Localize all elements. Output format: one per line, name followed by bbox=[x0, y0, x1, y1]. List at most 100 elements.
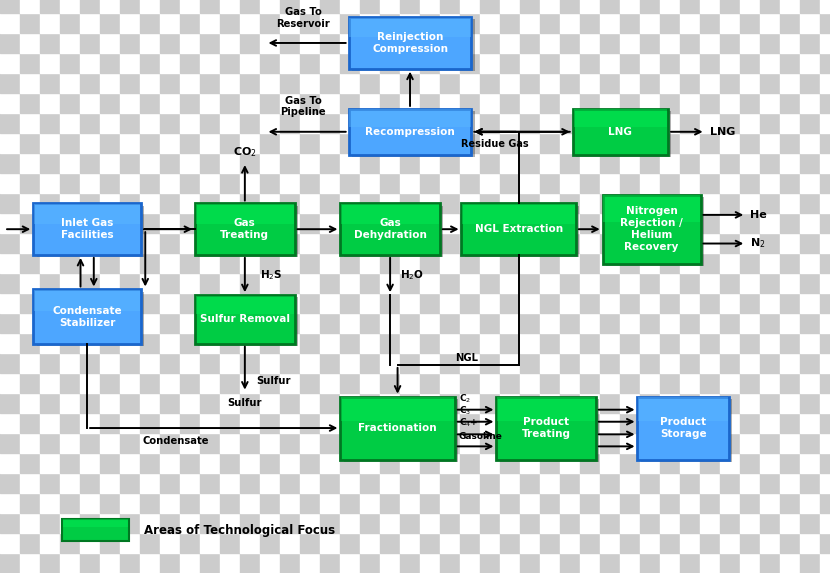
Bar bbox=[120, 513, 140, 533]
Bar bbox=[260, 273, 280, 293]
Bar bbox=[280, 153, 300, 173]
Bar bbox=[440, 333, 460, 353]
Bar bbox=[640, 513, 660, 533]
Bar bbox=[640, 533, 660, 553]
Bar bbox=[420, 53, 440, 73]
Bar bbox=[760, 413, 780, 433]
Bar bbox=[380, 533, 400, 553]
Bar bbox=[300, 473, 320, 493]
Bar bbox=[700, 513, 720, 533]
Bar bbox=[300, 113, 320, 133]
Bar bbox=[780, 533, 800, 553]
Bar bbox=[480, 313, 500, 333]
Bar bbox=[620, 293, 640, 313]
Bar bbox=[60, 33, 80, 53]
Bar bbox=[460, 0, 480, 13]
Bar bbox=[780, 393, 800, 413]
Bar bbox=[720, 153, 740, 173]
Bar bbox=[480, 513, 500, 533]
Bar bbox=[80, 553, 100, 573]
FancyBboxPatch shape bbox=[603, 195, 701, 264]
Bar bbox=[320, 193, 340, 213]
Bar bbox=[820, 373, 830, 393]
Bar bbox=[560, 493, 580, 513]
Bar bbox=[560, 273, 580, 293]
Bar bbox=[760, 433, 780, 453]
Bar bbox=[200, 33, 220, 53]
Bar bbox=[700, 393, 720, 413]
Bar bbox=[660, 553, 680, 573]
FancyBboxPatch shape bbox=[349, 18, 471, 37]
Bar bbox=[760, 213, 780, 233]
Bar bbox=[200, 0, 220, 13]
Bar bbox=[520, 293, 540, 313]
Bar bbox=[0, 293, 20, 313]
Bar bbox=[740, 493, 760, 513]
Bar bbox=[460, 413, 480, 433]
Bar bbox=[620, 73, 640, 93]
Bar bbox=[760, 33, 780, 53]
Bar bbox=[200, 253, 220, 273]
Bar bbox=[480, 213, 500, 233]
Bar bbox=[160, 113, 180, 133]
Bar bbox=[760, 253, 780, 273]
Text: Residue Gas: Residue Gas bbox=[461, 139, 529, 150]
Bar bbox=[320, 453, 340, 473]
Bar bbox=[340, 193, 360, 213]
Bar bbox=[120, 153, 140, 173]
Bar bbox=[300, 333, 320, 353]
Bar bbox=[700, 73, 720, 93]
Bar bbox=[680, 513, 700, 533]
Bar bbox=[600, 253, 620, 273]
Bar bbox=[280, 333, 300, 353]
Bar bbox=[440, 273, 460, 293]
Bar bbox=[280, 133, 300, 153]
Bar bbox=[800, 293, 820, 313]
Bar bbox=[820, 513, 830, 533]
Bar bbox=[480, 193, 500, 213]
Bar bbox=[240, 53, 260, 73]
Bar bbox=[680, 193, 700, 213]
Bar bbox=[800, 373, 820, 393]
Bar bbox=[100, 233, 120, 253]
Bar bbox=[160, 293, 180, 313]
Bar bbox=[580, 493, 600, 513]
Bar bbox=[300, 513, 320, 533]
Bar bbox=[300, 213, 320, 233]
Bar bbox=[300, 393, 320, 413]
Bar bbox=[280, 513, 300, 533]
Bar bbox=[260, 433, 280, 453]
Bar bbox=[440, 173, 460, 193]
Bar bbox=[220, 13, 240, 33]
Bar bbox=[180, 133, 200, 153]
Bar bbox=[40, 233, 60, 253]
Bar bbox=[600, 533, 620, 553]
Bar bbox=[680, 553, 700, 573]
Bar bbox=[400, 293, 420, 313]
Bar bbox=[40, 433, 60, 453]
Bar bbox=[340, 133, 360, 153]
Bar bbox=[320, 533, 340, 553]
Bar bbox=[20, 433, 40, 453]
Bar bbox=[60, 313, 80, 333]
Bar bbox=[820, 293, 830, 313]
Bar bbox=[320, 493, 340, 513]
Bar bbox=[300, 173, 320, 193]
Bar bbox=[500, 453, 520, 473]
FancyBboxPatch shape bbox=[349, 109, 471, 155]
Bar bbox=[760, 133, 780, 153]
Bar bbox=[340, 353, 360, 373]
Bar bbox=[820, 453, 830, 473]
Bar bbox=[300, 33, 320, 53]
Bar bbox=[560, 413, 580, 433]
Text: He: He bbox=[750, 210, 767, 220]
Bar bbox=[740, 233, 760, 253]
Bar bbox=[340, 493, 360, 513]
Bar bbox=[560, 533, 580, 553]
Bar bbox=[640, 53, 660, 73]
Bar bbox=[720, 533, 740, 553]
FancyBboxPatch shape bbox=[33, 203, 141, 255]
Bar bbox=[420, 173, 440, 193]
Bar bbox=[280, 193, 300, 213]
Bar bbox=[440, 133, 460, 153]
